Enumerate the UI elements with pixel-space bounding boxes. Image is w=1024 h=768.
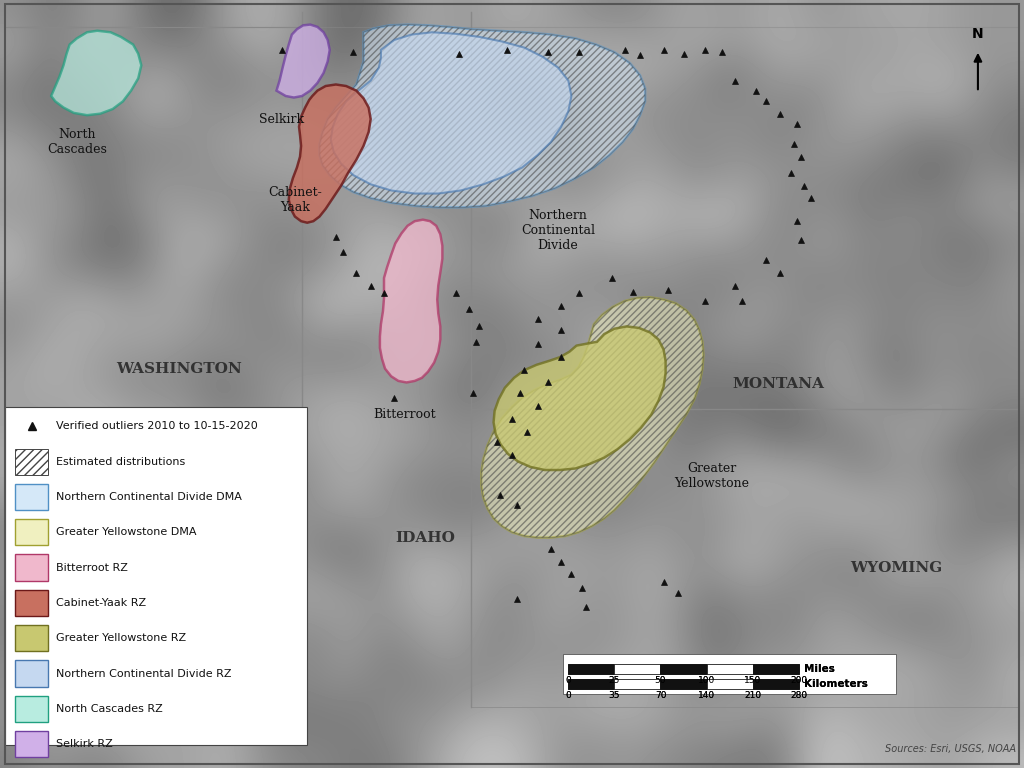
Text: 100: 100 xyxy=(698,676,715,685)
Text: Greater
Yellowstone: Greater Yellowstone xyxy=(674,462,750,490)
Text: 140: 140 xyxy=(698,691,715,700)
Text: N: N xyxy=(972,27,984,41)
Text: 0: 0 xyxy=(565,691,571,700)
Text: Selkirk RZ: Selkirk RZ xyxy=(56,739,113,750)
Text: 25: 25 xyxy=(608,676,621,685)
Bar xyxy=(707,664,753,674)
Text: 50: 50 xyxy=(654,676,667,685)
Bar xyxy=(568,679,614,689)
Bar xyxy=(660,664,707,674)
Bar xyxy=(614,664,660,674)
Bar xyxy=(563,654,896,694)
Bar xyxy=(660,664,707,674)
Bar xyxy=(15,590,48,616)
Bar xyxy=(568,664,614,674)
Bar xyxy=(15,696,48,722)
Text: WASHINGTON: WASHINGTON xyxy=(117,362,242,376)
Text: MONTANA: MONTANA xyxy=(732,377,824,391)
Text: Greater Yellowstone DMA: Greater Yellowstone DMA xyxy=(56,527,197,538)
Text: 70: 70 xyxy=(654,691,667,700)
Text: Verified outliers 2010 to 10-15-2020: Verified outliers 2010 to 10-15-2020 xyxy=(56,421,258,432)
Text: 200: 200 xyxy=(791,676,807,685)
Text: 100: 100 xyxy=(698,676,715,685)
Text: 25: 25 xyxy=(608,676,621,685)
Bar xyxy=(753,664,799,674)
Bar xyxy=(707,679,753,689)
Polygon shape xyxy=(380,220,442,382)
Text: Kilometers: Kilometers xyxy=(804,679,867,689)
Text: 70: 70 xyxy=(654,691,667,700)
Text: 150: 150 xyxy=(744,676,761,685)
Text: Selkirk: Selkirk xyxy=(259,113,304,125)
Bar xyxy=(15,554,48,581)
Text: Cabinet-Yaak RZ: Cabinet-Yaak RZ xyxy=(56,598,146,608)
Bar xyxy=(15,519,48,545)
Bar xyxy=(568,664,614,674)
Text: Miles: Miles xyxy=(804,664,835,674)
Polygon shape xyxy=(494,326,666,470)
Bar xyxy=(614,679,660,689)
Text: 35: 35 xyxy=(608,691,621,700)
Text: Bitterroot RZ: Bitterroot RZ xyxy=(56,562,128,573)
Polygon shape xyxy=(289,84,371,223)
Text: 0: 0 xyxy=(565,676,571,685)
Bar xyxy=(753,679,799,689)
Text: WYOMING: WYOMING xyxy=(850,561,942,575)
Bar xyxy=(15,484,48,510)
Text: Estimated distributions: Estimated distributions xyxy=(56,456,185,467)
Text: Bitterroot: Bitterroot xyxy=(373,409,436,421)
Text: Greater Yellowstone RZ: Greater Yellowstone RZ xyxy=(56,633,186,644)
Bar xyxy=(660,679,707,689)
Text: Kilometers: Kilometers xyxy=(804,679,867,689)
Text: IDAHO: IDAHO xyxy=(395,531,455,545)
Bar xyxy=(614,664,660,674)
Polygon shape xyxy=(319,25,645,207)
Text: 35: 35 xyxy=(608,691,621,700)
Text: 0: 0 xyxy=(565,691,571,700)
Text: 210: 210 xyxy=(744,691,761,700)
Bar xyxy=(15,625,48,651)
Bar xyxy=(15,660,48,687)
Text: 0: 0 xyxy=(565,676,571,685)
Text: Northern
Continental
Divide: Northern Continental Divide xyxy=(521,209,595,252)
Bar xyxy=(15,731,48,757)
Text: Northern Continental Divide RZ: Northern Continental Divide RZ xyxy=(56,668,231,679)
Text: Northern Continental Divide DMA: Northern Continental Divide DMA xyxy=(56,492,243,502)
Polygon shape xyxy=(51,31,141,115)
Bar xyxy=(753,664,799,674)
Text: 140: 140 xyxy=(698,691,715,700)
Text: 200: 200 xyxy=(791,676,807,685)
Text: North Cascades RZ: North Cascades RZ xyxy=(56,703,163,714)
Text: 50: 50 xyxy=(654,676,667,685)
Text: 280: 280 xyxy=(791,691,807,700)
Polygon shape xyxy=(276,25,330,98)
Text: 150: 150 xyxy=(744,676,761,685)
Bar xyxy=(707,679,753,689)
Polygon shape xyxy=(481,297,703,538)
Bar xyxy=(15,449,48,475)
Bar xyxy=(707,664,753,674)
Text: Cabinet-
Yaak: Cabinet- Yaak xyxy=(268,186,322,214)
Bar xyxy=(568,679,614,689)
Bar xyxy=(614,679,660,689)
Bar xyxy=(660,679,707,689)
Text: 210: 210 xyxy=(744,691,761,700)
Polygon shape xyxy=(331,32,571,194)
Text: Miles: Miles xyxy=(804,664,835,674)
Text: Sources: Esri, USGS, NOAA: Sources: Esri, USGS, NOAA xyxy=(885,744,1016,754)
Text: North
Cascades: North Cascades xyxy=(47,128,106,156)
Text: 280: 280 xyxy=(791,691,807,700)
Bar xyxy=(753,679,799,689)
Bar xyxy=(5,407,307,745)
